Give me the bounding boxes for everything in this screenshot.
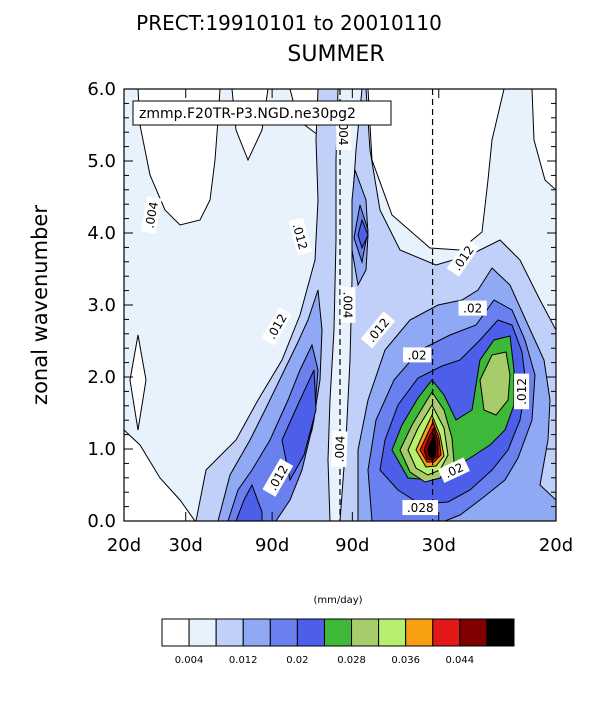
- label-box: [132, 100, 392, 126]
- chart-subtitle: SUMMER: [287, 42, 384, 67]
- contour-label-bg: [402, 500, 439, 516]
- y-tick-label: 6.0: [87, 79, 116, 100]
- colorbar-swatch: [351, 618, 380, 647]
- y-tick-label: 5.0: [87, 151, 116, 172]
- colorbar-units: (mm/day): [313, 595, 362, 606]
- contour-label-bg: [340, 287, 356, 323]
- contour-label: .004: [331, 430, 348, 468]
- colorbar-swatch: [486, 618, 515, 647]
- contour-label: .004: [140, 196, 162, 234]
- colorbar-swatch: [405, 618, 434, 647]
- contour-region-016: [227, 343, 319, 521]
- colorbar-swatch: [188, 618, 217, 647]
- contour-label-bg: [446, 239, 480, 277]
- colorbar-tick-label: 0.004: [175, 655, 204, 666]
- y-tick-label: 0.0: [87, 511, 116, 532]
- x-axis: 20d 30d 90d 90d 30d 20d: [107, 89, 573, 556]
- contour-label: .012: [514, 373, 530, 410]
- contour-label-text: .004: [143, 201, 161, 230]
- x-tick-label: 20d: [539, 535, 573, 556]
- contour-label-bg: [438, 457, 470, 483]
- contour-region-white: [367, 89, 505, 251]
- contour-label-bg: [458, 300, 487, 316]
- contour-label: .02: [403, 347, 432, 363]
- contour-region-020: [357, 218, 369, 250]
- contour-label-bg: [360, 311, 396, 349]
- contour-label-bg: [288, 217, 313, 256]
- x-tick-label: 30d: [169, 535, 203, 556]
- contour-label-text: .004: [333, 435, 348, 462]
- colorbar-swatch: [378, 618, 407, 647]
- colorbar-tick-label: 0.036: [391, 655, 420, 666]
- colorbar-swatch: [296, 618, 325, 647]
- contour-label: .028: [402, 500, 439, 516]
- y-tick-label: 2.0: [87, 367, 116, 388]
- contour-label: .012: [288, 217, 313, 256]
- x-tick-label: 90d: [255, 535, 289, 556]
- x-tick-label: 30d: [422, 535, 456, 556]
- contour-label-bg: [262, 458, 294, 497]
- contour-label-bg: [140, 196, 162, 234]
- contour-label-bg: [514, 373, 530, 410]
- contour-region-white: [124, 89, 196, 521]
- label-box-text: zmmp.F20TR-P3.NGD.ne30pg2: [139, 106, 356, 122]
- contour-label-text: .004: [336, 119, 350, 146]
- y-tick-label: 3.0: [87, 295, 116, 316]
- colorbar-swatch: [459, 618, 488, 647]
- contour-region-020: [281, 369, 317, 482]
- contour-label: .004: [340, 287, 356, 323]
- contour-label-text: .012: [290, 222, 310, 251]
- colorbar-tick-label: 0.02: [286, 655, 308, 666]
- colorbar-swatch: [323, 618, 353, 647]
- contour-label-bg: [403, 347, 432, 363]
- colorbar-tick-label: 0.012: [229, 655, 258, 666]
- chart-title: PRECT:19910101 to 20010110: [136, 11, 442, 35]
- colorbar: 0.004 0.012 0.02 0.028 0.036 0.044: [161, 618, 515, 666]
- contour-label-text: .028: [407, 501, 434, 515]
- contour-region-028: [479, 351, 511, 416]
- contour-label-bg: [261, 307, 293, 346]
- contour-region-white: [129, 334, 147, 431]
- colorbar-tick-label: 0.044: [446, 655, 475, 666]
- y-tick-label: 1.0: [87, 439, 116, 460]
- contour-label-text: .012: [515, 378, 529, 405]
- colorbar-swatch: [242, 618, 271, 647]
- colorbar-swatch: [269, 618, 298, 647]
- contour-label-text: .02: [408, 348, 427, 362]
- colorbar-swatch: [432, 618, 461, 647]
- contour-region-white: [531, 89, 556, 191]
- contour-label-text: .004: [340, 292, 354, 319]
- contour-label-text: .02: [463, 302, 482, 316]
- y-tick-label: 4.0: [87, 223, 116, 244]
- colorbar-swatch: [215, 618, 244, 647]
- x-tick-label: 20d: [107, 535, 141, 556]
- colorbar-tick-label: 0.028: [337, 655, 366, 666]
- x-tick-label: 90d: [335, 535, 369, 556]
- contour-region-020: [235, 483, 263, 521]
- y-axis-label: zonal wavenumber: [28, 205, 52, 405]
- y-axis: 0.0 1.0 2.0 3.0 4.0 5.0 6.0: [87, 79, 556, 532]
- contour-label-bg: [331, 430, 348, 468]
- contour-label: .02: [458, 300, 487, 316]
- colorbar-swatch: [161, 618, 190, 647]
